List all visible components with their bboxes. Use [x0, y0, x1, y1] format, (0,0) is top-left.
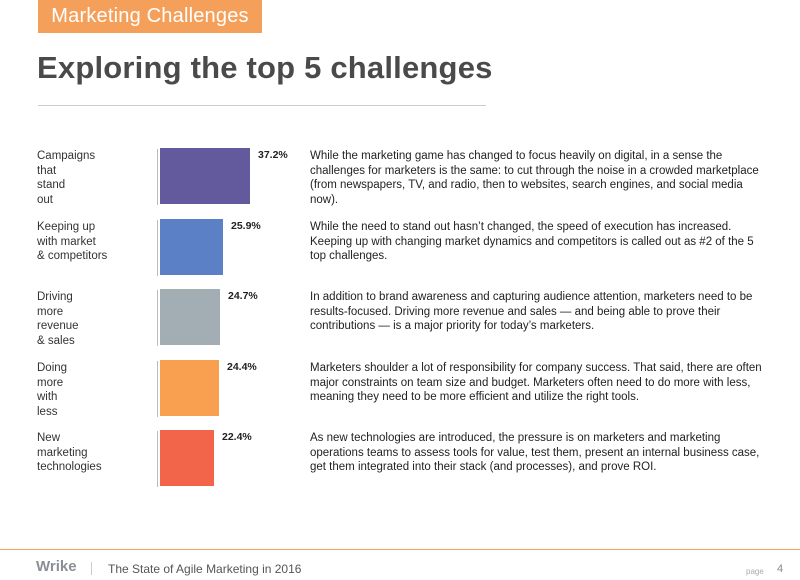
category-label-line: revenue — [37, 320, 79, 332]
bar — [160, 289, 220, 345]
bar-value-label: 24.4% — [227, 361, 257, 373]
category-label: Driving more revenue & sales — [37, 290, 79, 348]
bar-axis-line — [157, 220, 158, 276]
challenge-row: New marketing technologies 22.4% As new tech… — [0, 430, 800, 500]
category-label-line: Keeping up — [37, 221, 96, 233]
bar — [160, 360, 219, 416]
category-label-line: & sales — [37, 334, 75, 347]
challenge-description: Marketers shoulder a lot of responsibili… — [310, 362, 762, 403]
category-label-line: more — [37, 305, 64, 318]
category-label: Campaigns that stand out — [37, 149, 95, 207]
category-label-line: that — [37, 164, 57, 177]
footer-separator — [91, 562, 92, 575]
category-label-line: & competitors — [37, 250, 108, 262]
bar-value-label: 24.7% — [228, 290, 258, 302]
bar-value-label: 25.9% — [231, 220, 261, 232]
bar-axis-line — [157, 149, 158, 205]
bar-value-label: 37.2% — [258, 149, 288, 161]
bar — [160, 219, 223, 275]
bar-axis-line — [157, 290, 158, 346]
challenge-description: While the need to stand out hasn’t chang… — [310, 221, 754, 262]
category-label: New marketing technologies — [37, 431, 102, 475]
page-label: page — [746, 567, 764, 576]
challenge-description: While the marketing game has changed to … — [310, 150, 759, 206]
bar-axis-line — [157, 431, 158, 487]
category-label-line: less — [37, 405, 58, 418]
report-title: The State of Agile Marketing in 2016 — [108, 562, 302, 576]
wrike-logo: Wrike — [36, 558, 77, 575]
category-label-line: more — [37, 376, 64, 389]
category-label-line: out — [37, 193, 53, 206]
bar-axis-line — [157, 361, 158, 417]
category-label-line: New — [37, 432, 61, 444]
challenge-row: Doing more with less 24.4% Marketers shoulder… — [0, 360, 800, 430]
challenge-row: Keeping up with market & competitors 25.9% W… — [0, 219, 800, 289]
category-label: Keeping up with market & competitors — [37, 220, 107, 264]
title-divider — [38, 105, 486, 106]
category-label-line: marketing — [37, 446, 88, 459]
page-number: 4 — [777, 563, 784, 575]
footer-divider — [0, 549, 800, 550]
category-label-line: with market — [37, 235, 96, 248]
challenge-row: Driving more revenue & sales 24.7% In additio… — [0, 289, 800, 359]
bar — [160, 148, 250, 204]
category-label-line: Campaigns — [37, 150, 96, 162]
category-label: Doing more with less — [37, 361, 67, 419]
category-label-line: Driving — [37, 291, 73, 303]
page-title: Exploring the top 5 challenges — [37, 50, 493, 85]
bar — [160, 430, 214, 486]
challenge-row: Campaigns that stand out 37.2% While the mark… — [0, 148, 800, 218]
category-label-line: stand — [37, 179, 66, 191]
section-tag: Marketing Challenges — [38, 0, 262, 33]
category-label-line: technologies — [37, 461, 102, 473]
bar-value-label: 22.4% — [222, 431, 252, 443]
category-label-line: with — [37, 391, 58, 403]
category-label-line: Doing — [37, 362, 68, 374]
challenge-description: As new technologies are introduced, the … — [310, 432, 760, 473]
challenge-description: In addition to brand awareness and captu… — [310, 291, 753, 332]
